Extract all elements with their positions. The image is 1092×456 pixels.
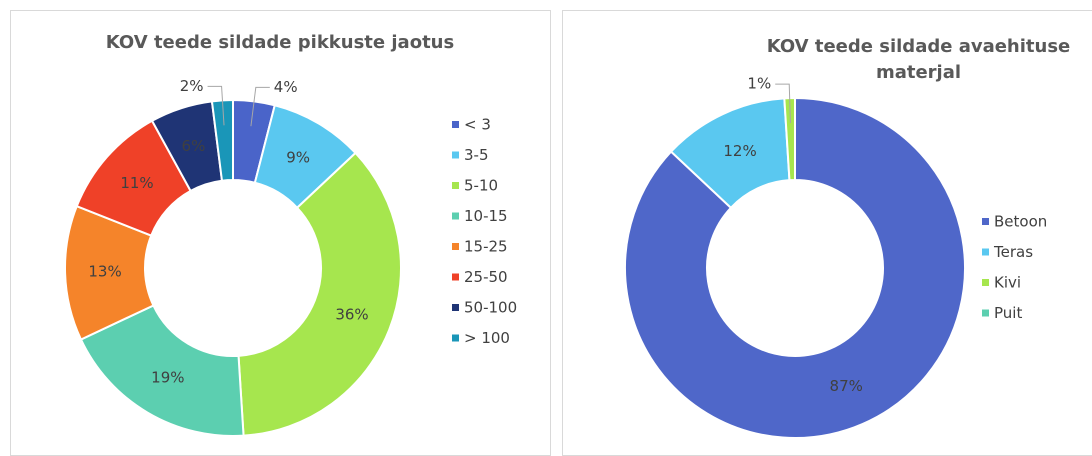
data-label: 9% — [286, 148, 310, 166]
legend-swatch — [452, 304, 459, 311]
chart-title: KOV teede sildade pikkuste jaotus — [105, 32, 455, 53]
legend-swatch — [982, 279, 989, 286]
leader-line — [250, 86, 270, 127]
legend-label: > 100 — [464, 329, 510, 347]
data-label: 2% — [180, 77, 204, 95]
legend-swatch — [452, 273, 459, 281]
legend-label: < 3 — [464, 116, 491, 134]
legend-swatch — [982, 309, 989, 317]
data-label: 11% — [120, 174, 153, 192]
data-label: 6% — [182, 137, 206, 155]
legend-swatch — [982, 218, 989, 225]
leader-line — [207, 85, 225, 126]
legend-swatch — [452, 151, 459, 159]
legend-label: 10-15 — [464, 207, 508, 225]
legend-label: 50-100 — [464, 299, 517, 317]
data-label: 87% — [830, 377, 863, 395]
data-label: 4% — [274, 78, 298, 96]
legend-label: Puit — [994, 304, 1022, 322]
data-label: 13% — [88, 263, 121, 281]
donut-slice — [237, 151, 402, 437]
legend-label: Kivi — [994, 274, 1021, 292]
legend-swatch — [982, 248, 989, 256]
leader-line — [775, 83, 791, 124]
data-label: 1% — [747, 75, 771, 93]
legend-label: Betoon — [994, 213, 1047, 231]
donut-slice — [624, 96, 966, 439]
legend-swatch — [452, 334, 459, 342]
legend-label: 5-10 — [464, 177, 498, 195]
legend-swatch — [452, 182, 459, 189]
legend-label: 3-5 — [464, 146, 489, 164]
donut-slice — [210, 98, 234, 182]
legend-label: Teras — [993, 243, 1033, 261]
legend-label: 25-50 — [464, 268, 508, 286]
legend-label: 15-25 — [464, 238, 508, 256]
legend-swatch — [452, 121, 459, 128]
legend-swatch — [452, 243, 459, 250]
data-label: 12% — [723, 142, 756, 160]
legend-swatch — [452, 212, 459, 220]
data-label: 19% — [151, 369, 184, 387]
donut-slice — [79, 304, 245, 437]
data-label: 36% — [335, 306, 368, 324]
chart-title: KOV teede sildade avaehituse materjal — [766, 36, 1071, 83]
